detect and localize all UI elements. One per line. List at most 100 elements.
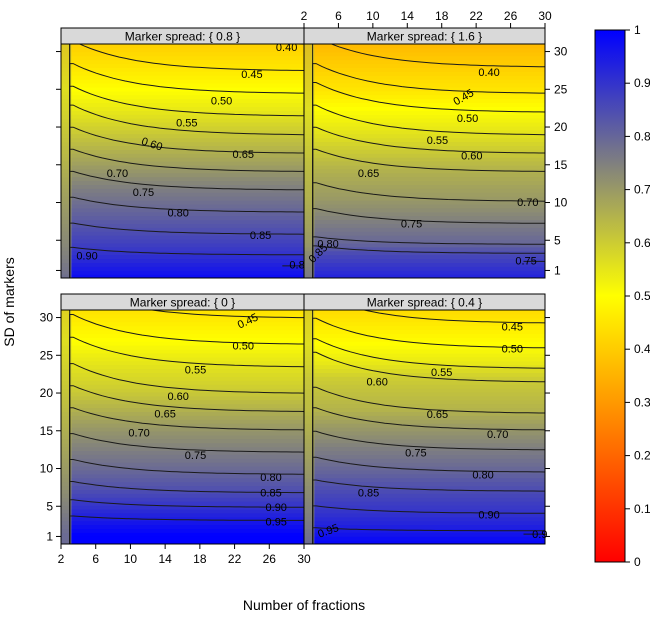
panel-frame <box>303 43 546 279</box>
panel-fill <box>61 44 304 278</box>
fill-band <box>304 55 545 61</box>
tick-label: 22 <box>469 9 483 23</box>
fill-band <box>61 161 304 166</box>
contour-line-1 <box>69 44 304 278</box>
fill-band <box>61 188 304 193</box>
contour-line-9 <box>312 245 545 278</box>
fill-band <box>61 110 304 115</box>
colorbar-tick-label: 0.8 <box>634 129 650 143</box>
left-edge-band <box>304 310 315 544</box>
fill-band <box>304 133 545 139</box>
fill-band <box>61 270 304 275</box>
fill-band <box>61 356 304 362</box>
contour-label: 0.90 <box>76 250 97 262</box>
tick-label: 6 <box>92 552 99 566</box>
contour-label: 0.70 <box>128 427 149 439</box>
tick-label: 25 <box>554 82 568 96</box>
fill-band <box>304 122 545 127</box>
fill-band <box>61 145 304 150</box>
fill-band <box>304 164 545 170</box>
fill-band <box>61 258 304 263</box>
fill-band <box>304 446 545 451</box>
contour-label: 0.60 <box>366 377 387 389</box>
tick-label: 20 <box>554 120 568 134</box>
fill-band <box>61 349 304 354</box>
contour-lines <box>69 44 304 278</box>
fill-band <box>61 313 304 319</box>
fill-band <box>61 242 304 248</box>
contour-line-10 <box>69 515 304 544</box>
fill-band <box>304 423 545 428</box>
fill-band <box>61 231 304 236</box>
fill-band <box>61 310 304 315</box>
strip-label: Marker spread: { 0.8 } <box>125 30 240 44</box>
fill-band <box>61 481 304 487</box>
fill-band <box>61 508 304 514</box>
strip-label: Marker spread: { 1.6 } <box>367 30 482 44</box>
fill-band <box>304 180 545 185</box>
fill-band <box>61 137 304 143</box>
fill-band <box>304 110 545 115</box>
fill-band <box>304 125 545 131</box>
left-edge-band <box>61 310 72 544</box>
fill-band <box>61 239 304 244</box>
fill-band <box>61 141 304 146</box>
contour-label: 0.70 <box>517 197 538 209</box>
fill-band <box>304 415 545 420</box>
contour-line-6 <box>69 148 304 278</box>
colorbar-tick-label: 1 <box>634 23 641 37</box>
fill-band <box>304 106 545 111</box>
fill-band <box>304 419 545 424</box>
contour-label: 0.80 <box>167 207 188 219</box>
panel-top-right: 0.400.450.500.550.600.650.700.750.800.85… <box>303 27 546 279</box>
fill-band <box>304 270 545 275</box>
fill-band <box>61 200 304 205</box>
fill-band <box>61 153 304 158</box>
fill-band <box>304 118 545 123</box>
fill-band <box>61 44 304 49</box>
fill-band <box>61 172 304 178</box>
tick-label: 5 <box>554 233 561 247</box>
fill-band <box>304 481 545 487</box>
fill-band <box>61 118 304 123</box>
tick-label: 10 <box>366 9 380 23</box>
fill-band <box>61 321 304 327</box>
contour-label: 0.45 <box>502 322 523 334</box>
fill-band <box>61 458 304 463</box>
panels-layer: 0.40 0.45 0.50 0.55 0.60 0.65 0.70 0.75 0.80 0.85… <box>60 27 547 545</box>
fill-band <box>61 450 304 455</box>
fill-band <box>61 47 304 53</box>
contour-label: 0.50 <box>233 340 254 352</box>
fill-band <box>61 325 304 331</box>
fill-band <box>304 395 545 401</box>
panel-top-left: 0.400.450.500.550.600.650.700.750.800.85… <box>60 27 305 279</box>
contour-line-8 <box>312 236 545 278</box>
fill-band <box>61 317 304 323</box>
contour-label: 0.50 <box>502 343 523 355</box>
contour-label: 0.75 <box>133 187 154 199</box>
axes-layer: 2 6 10 14 18 22 26 302 6 10 14 18 22 26 30151015202530… <box>40 9 568 566</box>
tick-label: 18 <box>435 9 449 23</box>
fill-band <box>61 407 304 412</box>
tick-label: 20 <box>40 386 54 400</box>
contour-line-7 <box>312 456 545 544</box>
panel-frame <box>303 309 546 545</box>
colorbar-tick-label: 0.6 <box>634 236 650 250</box>
panel-fill <box>304 44 545 278</box>
fill-band <box>61 149 304 154</box>
fill-band <box>61 466 304 471</box>
fill-band <box>304 203 545 209</box>
tick-label: 26 <box>263 552 277 566</box>
contour-lines <box>69 310 304 544</box>
fill-band <box>304 310 545 315</box>
fill-band <box>304 516 545 522</box>
fill-band <box>304 200 545 205</box>
contour-label: 0.60 <box>461 151 482 163</box>
colorbar-tick-label: 0.4 <box>634 342 650 356</box>
fill-band <box>304 266 545 271</box>
fill-band <box>304 235 545 240</box>
contour-line-7 <box>312 208 545 278</box>
fill-band <box>304 372 545 377</box>
fill-band <box>61 125 304 131</box>
